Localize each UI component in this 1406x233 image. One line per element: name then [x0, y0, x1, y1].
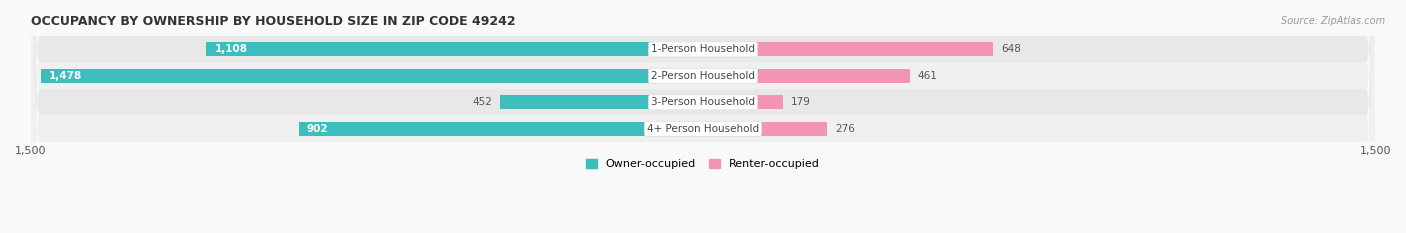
Bar [41, 69, 703, 83]
Legend: Owner-occupied, Renter-occupied: Owner-occupied, Renter-occupied [581, 154, 825, 174]
Text: 276: 276 [835, 124, 855, 134]
Bar [703, 122, 827, 136]
Text: 902: 902 [307, 124, 329, 134]
Text: Source: ZipAtlas.com: Source: ZipAtlas.com [1281, 16, 1385, 26]
Text: 452: 452 [472, 97, 492, 107]
Text: OCCUPANCY BY OWNERSHIP BY HOUSEHOLD SIZE IN ZIP CODE 49242: OCCUPANCY BY OWNERSHIP BY HOUSEHOLD SIZE… [31, 15, 516, 28]
Text: 1,478: 1,478 [49, 71, 82, 81]
Bar [703, 96, 783, 109]
Bar [207, 42, 703, 56]
FancyBboxPatch shape [31, 0, 1375, 233]
Text: 2-Person Household: 2-Person Household [651, 71, 755, 81]
FancyBboxPatch shape [31, 0, 1375, 233]
Text: 179: 179 [792, 97, 811, 107]
FancyBboxPatch shape [31, 0, 1375, 233]
Bar [298, 122, 703, 136]
Text: 1,108: 1,108 [215, 44, 247, 54]
Bar [501, 96, 703, 109]
Bar [703, 42, 994, 56]
Text: 1-Person Household: 1-Person Household [651, 44, 755, 54]
Text: 3-Person Household: 3-Person Household [651, 97, 755, 107]
Text: 4+ Person Household: 4+ Person Household [647, 124, 759, 134]
FancyBboxPatch shape [31, 0, 1375, 233]
Bar [703, 69, 910, 83]
Text: 461: 461 [918, 71, 938, 81]
Text: 648: 648 [1001, 44, 1021, 54]
